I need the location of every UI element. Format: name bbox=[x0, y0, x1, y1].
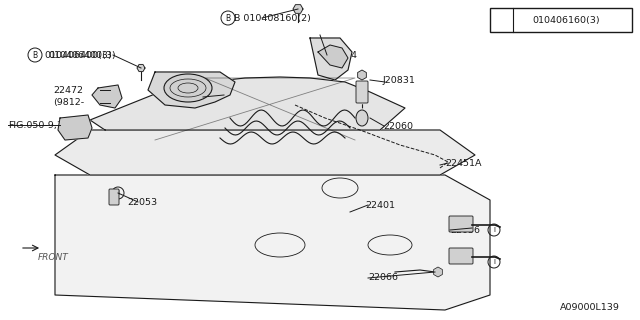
Polygon shape bbox=[55, 175, 490, 310]
Text: 010406160(3): 010406160(3) bbox=[532, 15, 600, 25]
Polygon shape bbox=[148, 72, 235, 108]
Polygon shape bbox=[310, 38, 352, 80]
FancyBboxPatch shape bbox=[490, 8, 632, 32]
FancyBboxPatch shape bbox=[356, 81, 368, 103]
Text: J20831: J20831 bbox=[383, 76, 416, 84]
FancyBboxPatch shape bbox=[449, 248, 473, 264]
Text: I: I bbox=[117, 190, 119, 196]
FancyBboxPatch shape bbox=[109, 189, 119, 205]
Text: FIG.050-9,10: FIG.050-9,10 bbox=[8, 121, 68, 130]
Text: B: B bbox=[33, 51, 38, 60]
Text: I: I bbox=[500, 15, 502, 25]
Text: 22056: 22056 bbox=[450, 226, 480, 235]
Text: A09000L139: A09000L139 bbox=[560, 303, 620, 313]
Text: 22053: 22053 bbox=[127, 197, 157, 206]
Text: 22066: 22066 bbox=[368, 274, 398, 283]
Text: B 010408160(2): B 010408160(2) bbox=[234, 13, 311, 22]
Text: 22401: 22401 bbox=[365, 201, 395, 210]
Polygon shape bbox=[90, 77, 405, 130]
Text: 10004: 10004 bbox=[328, 51, 358, 60]
Text: 22472: 22472 bbox=[53, 85, 83, 94]
Ellipse shape bbox=[164, 74, 212, 102]
Polygon shape bbox=[293, 5, 303, 13]
Polygon shape bbox=[137, 65, 145, 71]
FancyBboxPatch shape bbox=[449, 216, 473, 232]
Polygon shape bbox=[55, 130, 475, 175]
Text: 010406400(3): 010406400(3) bbox=[48, 51, 116, 60]
Text: I: I bbox=[493, 227, 495, 233]
Text: 22451A: 22451A bbox=[445, 158, 481, 167]
Text: FRONT: FRONT bbox=[38, 253, 68, 262]
Text: B: B bbox=[520, 15, 525, 25]
Text: 010406400(3): 010406400(3) bbox=[44, 51, 111, 60]
Polygon shape bbox=[318, 45, 348, 68]
Polygon shape bbox=[92, 85, 122, 108]
Text: 22060: 22060 bbox=[383, 122, 413, 131]
Text: I: I bbox=[493, 259, 495, 265]
Polygon shape bbox=[58, 115, 92, 140]
Text: B: B bbox=[225, 13, 230, 22]
Text: (9812-: (9812- bbox=[53, 98, 84, 107]
Ellipse shape bbox=[356, 110, 368, 126]
Text: 22433: 22433 bbox=[220, 91, 250, 100]
